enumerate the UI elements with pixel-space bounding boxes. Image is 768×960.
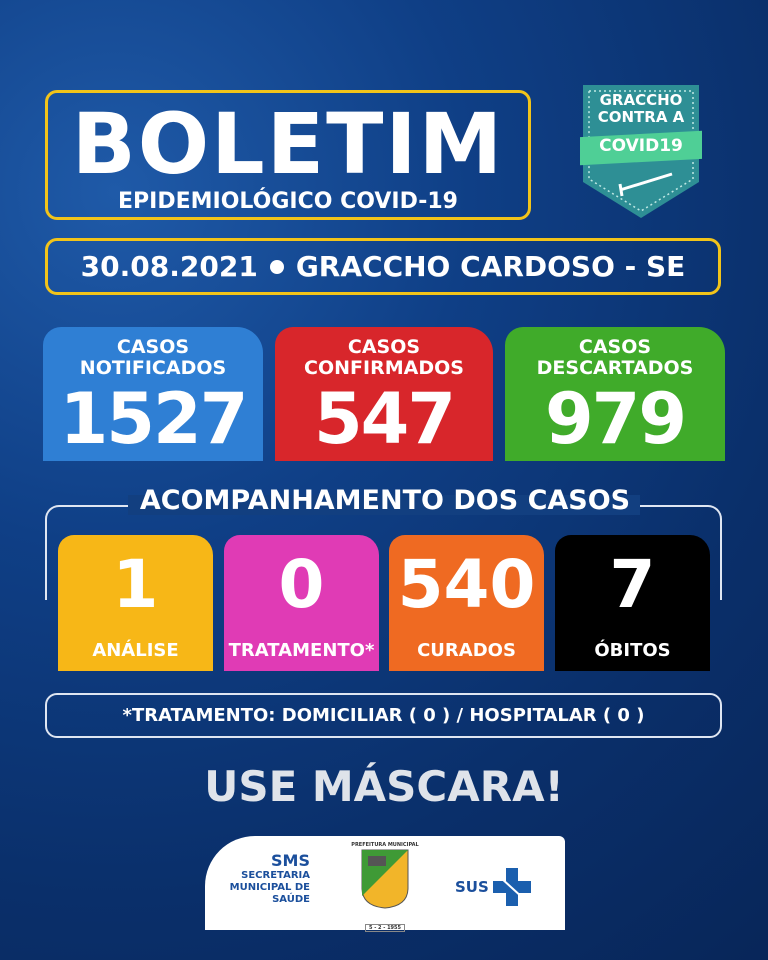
sms-abbr: SMS (271, 851, 310, 870)
municipal-crest: PREFEITURA MUNICIPAL 5 - 2 - 1955 (350, 842, 420, 933)
date: 30.08.2021 (80, 250, 258, 283)
total-card: CASOS NOTIFICADOS 1527 (43, 327, 263, 461)
card-label: NOTIFICADOS (79, 357, 227, 379)
total-card: CASOS DESCARTADOS 979 (505, 327, 725, 461)
title-box: BOLETIM EPIDEMIOLÓGICO COVID-19 (45, 90, 531, 220)
tracking-card: 540 CURADOS (389, 535, 544, 671)
card-label: CASOS (347, 336, 421, 358)
card-value: 547 (313, 378, 456, 460)
badge-line1: GRACCHO (599, 91, 683, 109)
sus-text: SUS (455, 878, 489, 896)
tracking-label: ÓBITOS (594, 640, 671, 661)
cross-icon (492, 868, 531, 906)
card-label: CONFIRMADOS (304, 357, 464, 379)
bullet-icon (269, 259, 284, 274)
crest-icon (361, 849, 409, 909)
tracking-value: 1 (112, 546, 159, 623)
sms-logo: SMS SECRETARIA MUNICIPAL DE SAÚDE (230, 852, 310, 906)
card-label: CASOS (116, 336, 190, 358)
sms-line2: MUNICIPAL DE (229, 882, 310, 893)
shield-icon (573, 85, 709, 218)
tracking-title: ACOMPANHAMENTO DOS CASOS (139, 485, 631, 516)
syringe-icon (618, 172, 673, 197)
badge-ribbon: COVID19 (599, 136, 683, 156)
title: BOLETIM (71, 95, 505, 193)
tracking-label: TRATAMENTO* (228, 640, 375, 661)
date-location-box: 30.08.2021 GRACCHO CARDOSO - SE (45, 238, 721, 295)
tracking-label: CURADOS (417, 640, 516, 661)
tracking-card: 7 ÓBITOS (555, 535, 710, 671)
card-label: CASOS (578, 336, 652, 358)
tracking-value: 7 (609, 546, 656, 623)
tracking-title-bg (128, 495, 640, 515)
footnote: *TRATAMENTO: DOMICILIAR ( 0 ) / HOSPITAL… (45, 693, 722, 738)
footer-logos: SMS SECRETARIA MUNICIPAL DE SAÚDE PREFEI… (205, 836, 565, 933)
crest-date: 5 - 2 - 1955 (365, 924, 405, 932)
tracking-card: 1 ANÁLISE (58, 535, 213, 671)
sus-logo: SUS (455, 868, 531, 906)
tracking-label: ANÁLISE (92, 640, 179, 661)
tracking-value: 540 (397, 546, 536, 623)
tracking-value: 0 (278, 546, 325, 623)
sms-line3: SAÚDE (272, 894, 310, 905)
use-mask-message: USE MÁSCARA! (204, 762, 564, 811)
card-value: 1527 (59, 378, 249, 460)
card-value: 979 (544, 378, 687, 460)
card-label: DESCARTADOS (536, 357, 694, 379)
badge-line2: CONTRA A (597, 108, 685, 126)
location: GRACCHO CARDOSO - SE (295, 250, 686, 283)
crest-top: PREFEITURA MUNICIPAL (351, 842, 419, 848)
sms-line1: SECRETARIA (241, 870, 310, 881)
campaign-badge: GRACCHO CONTRA A COVID19 (573, 82, 709, 220)
subtitle: EPIDEMIOLÓGICO COVID-19 (118, 189, 458, 214)
tracking-card: 0 TRATAMENTO* (224, 535, 379, 671)
total-card: CASOS CONFIRMADOS 547 (275, 327, 493, 461)
